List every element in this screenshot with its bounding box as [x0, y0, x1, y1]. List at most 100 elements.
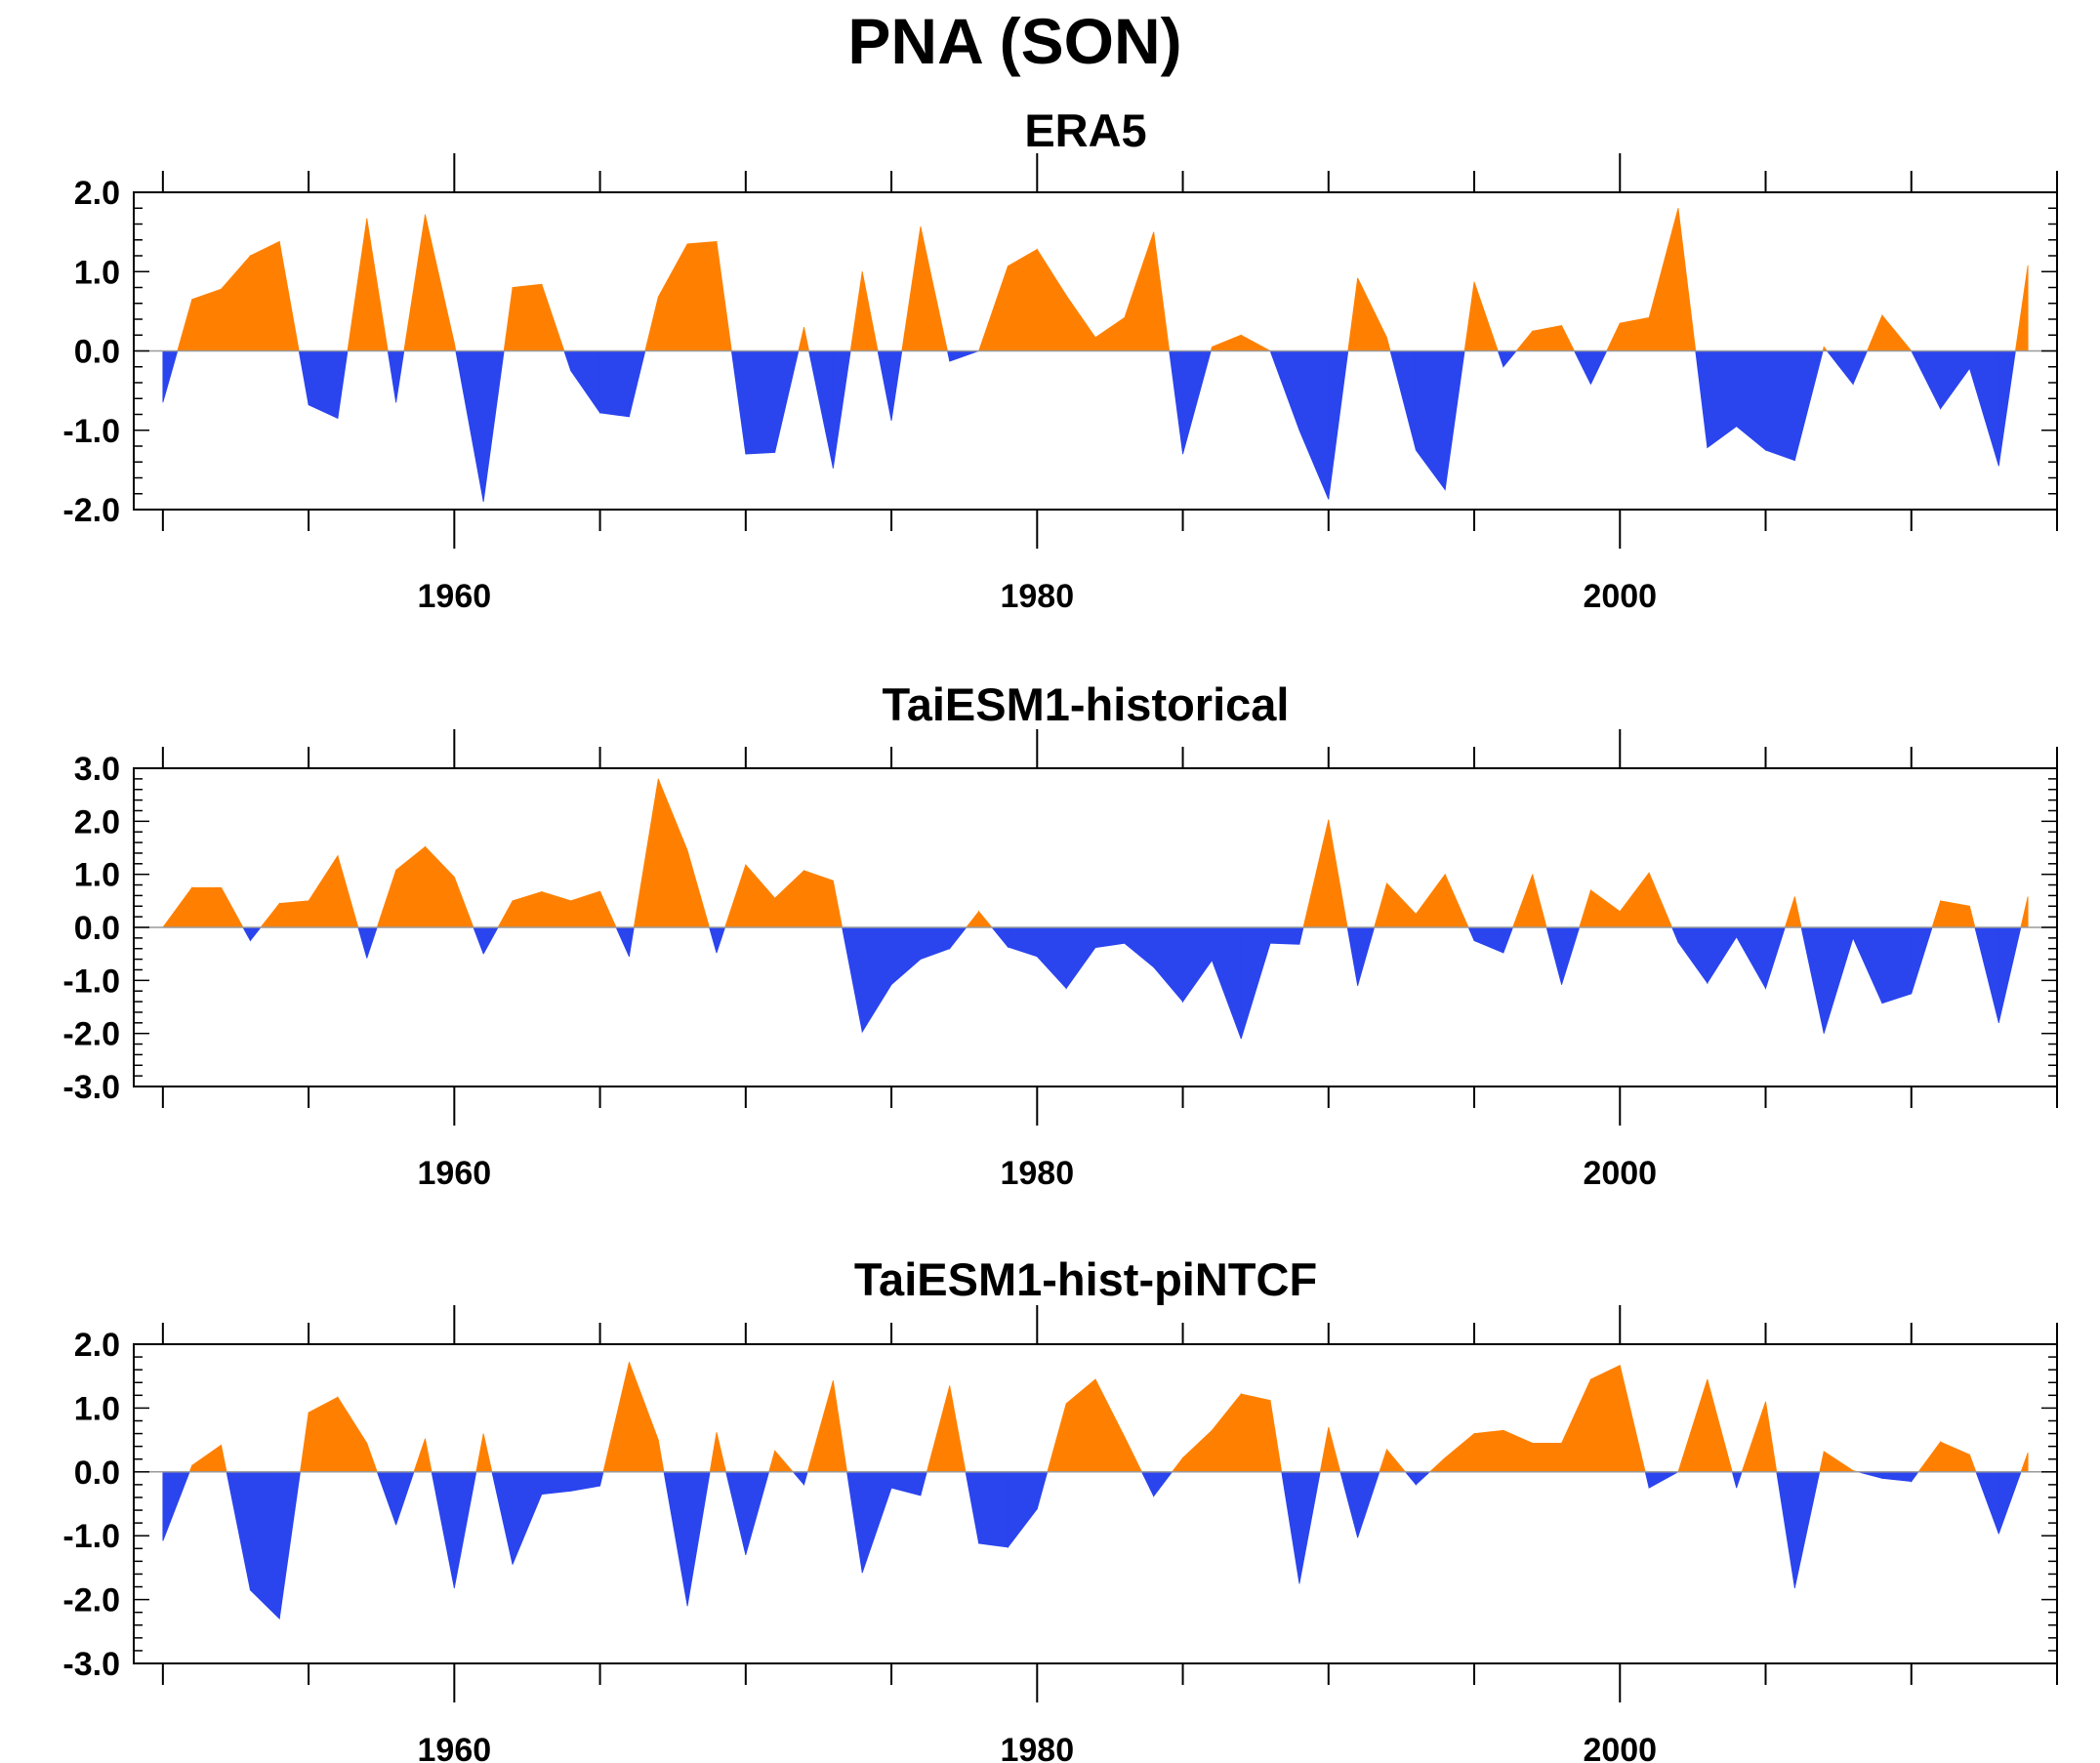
positive-anomaly-area [347, 218, 368, 351]
negative-anomaly-area [387, 350, 397, 403]
positive-anomaly-area [745, 863, 776, 928]
negative-anomaly-area [965, 1471, 980, 1544]
positive-anomaly-area [1532, 325, 1562, 351]
positive-anomaly-area [1347, 277, 1359, 351]
y-tick-label: 0.0 [74, 910, 120, 947]
negative-anomaly-area [1857, 1471, 1883, 1479]
positive-anomaly-area [978, 266, 1009, 351]
positive-anomaly-area [965, 910, 980, 928]
negative-anomaly-area [1677, 926, 1709, 985]
negative-anomaly-area [395, 350, 405, 403]
positive-anomaly-area [278, 241, 300, 351]
positive-anomaly-area [1319, 1426, 1330, 1473]
y-tick-label: -3.0 [62, 1646, 120, 1683]
positive-anomaly-area [395, 845, 426, 928]
positive-anomaly-area [541, 284, 565, 351]
negative-anomaly-area [877, 350, 892, 422]
positive-anomaly-area [1619, 316, 1650, 351]
positive-anomaly-area [1765, 1401, 1778, 1473]
positive-anomaly-area [1590, 889, 1621, 928]
negative-anomaly-area [226, 1471, 251, 1590]
negative-anomaly-area [1298, 926, 1304, 945]
negative-anomaly-area [278, 1471, 301, 1620]
negative-anomaly-area [570, 350, 600, 415]
y-tick-label: -1.0 [62, 413, 120, 450]
negative-anomaly-area [376, 1471, 397, 1526]
negative-anomaly-area [455, 350, 484, 502]
negative-anomaly-area [1182, 926, 1213, 1004]
y-tick-label: 1.0 [74, 254, 120, 291]
positive-anomaly-area [724, 864, 747, 928]
negative-anomaly-area [1793, 1471, 1821, 1588]
positive-anomaly-area [1579, 889, 1591, 928]
negative-anomaly-area [1545, 926, 1562, 985]
positive-anomaly-area [644, 297, 659, 351]
positive-anomaly-area [191, 288, 222, 351]
positive-anomaly-area [482, 1433, 493, 1473]
positive-anomaly-area [716, 241, 732, 351]
y-tick-label: -1.0 [62, 963, 120, 1000]
x-tick-label: 1980 [1000, 1732, 1074, 1763]
negative-anomaly-area [1124, 926, 1155, 968]
negative-anomaly-area [1940, 350, 1970, 411]
positive-anomaly-area [774, 869, 804, 928]
x-tick-label: 2000 [1583, 578, 1657, 615]
positive-anomaly-area [2020, 1453, 2029, 1473]
positive-anomaly-area [308, 854, 339, 928]
positive-anomaly-area [1561, 325, 1576, 351]
negative-anomaly-area [1467, 926, 1475, 941]
negative-anomaly-area [808, 350, 834, 469]
negative-anomaly-area [482, 926, 499, 955]
positive-anomaly-area [1917, 1440, 1942, 1473]
positive-anomaly-area [221, 254, 251, 351]
negative-anomaly-area [366, 926, 378, 959]
positive-anomaly-area [1619, 871, 1650, 928]
positive-anomaly-area [1881, 313, 1913, 351]
positive-anomaly-area [832, 1380, 848, 1473]
negative-anomaly-area [730, 350, 747, 455]
negative-anomaly-area [1298, 350, 1330, 500]
y-tick-label: 3.0 [74, 751, 120, 788]
positive-anomaly-area [1211, 334, 1242, 351]
y-tick-label: 1.0 [74, 1390, 120, 1427]
positive-anomaly-area [337, 1395, 368, 1473]
positive-anomaly-area [497, 900, 514, 928]
positive-anomaly-area [1819, 1451, 1825, 1473]
negative-anomaly-area [920, 1471, 927, 1496]
positive-anomaly-area [1444, 874, 1469, 928]
positive-anomaly-area [1269, 1400, 1283, 1473]
positive-anomaly-area [686, 240, 718, 351]
negative-anomaly-area [1153, 926, 1183, 1004]
negative-anomaly-area [599, 1471, 604, 1487]
positive-anomaly-area [1463, 281, 1475, 351]
negative-anomaly-area [1974, 926, 1999, 1023]
y-tick-label: -2.0 [62, 1582, 120, 1620]
negative-anomaly-area [1644, 1471, 1650, 1489]
negative-anomaly-area [512, 1471, 543, 1565]
negative-anomaly-area [1094, 926, 1126, 949]
positive-anomaly-area [1386, 1448, 1407, 1473]
negative-anomaly-area [1357, 926, 1376, 986]
negative-anomaly-area [1736, 926, 1766, 990]
negative-anomaly-area [1240, 926, 1271, 1040]
positive-anomaly-area [1065, 1378, 1096, 1473]
panel-title: ERA5 [1024, 104, 1146, 156]
negative-anomaly-area [1975, 1471, 1999, 1535]
positive-anomaly-area [1940, 900, 1970, 928]
positive-anomaly-area [1606, 322, 1621, 351]
negative-anomaly-area [792, 1471, 804, 1486]
positive-anomaly-area [191, 886, 222, 928]
y-tick-label: -1.0 [62, 1518, 120, 1555]
positive-anomaly-area [512, 283, 543, 351]
positive-anomaly-area [1328, 819, 1348, 928]
positive-anomaly-area [803, 870, 834, 928]
positive-anomaly-area [1386, 882, 1417, 928]
negative-anomaly-area [1911, 926, 1933, 995]
positive-anomaly-area [425, 1438, 432, 1473]
negative-anomaly-area [1008, 1471, 1038, 1549]
positive-anomaly-area [1866, 314, 1883, 351]
negative-anomaly-area [1404, 1471, 1417, 1486]
positive-anomaly-area [1240, 334, 1271, 351]
negative-anomaly-area [745, 350, 776, 455]
